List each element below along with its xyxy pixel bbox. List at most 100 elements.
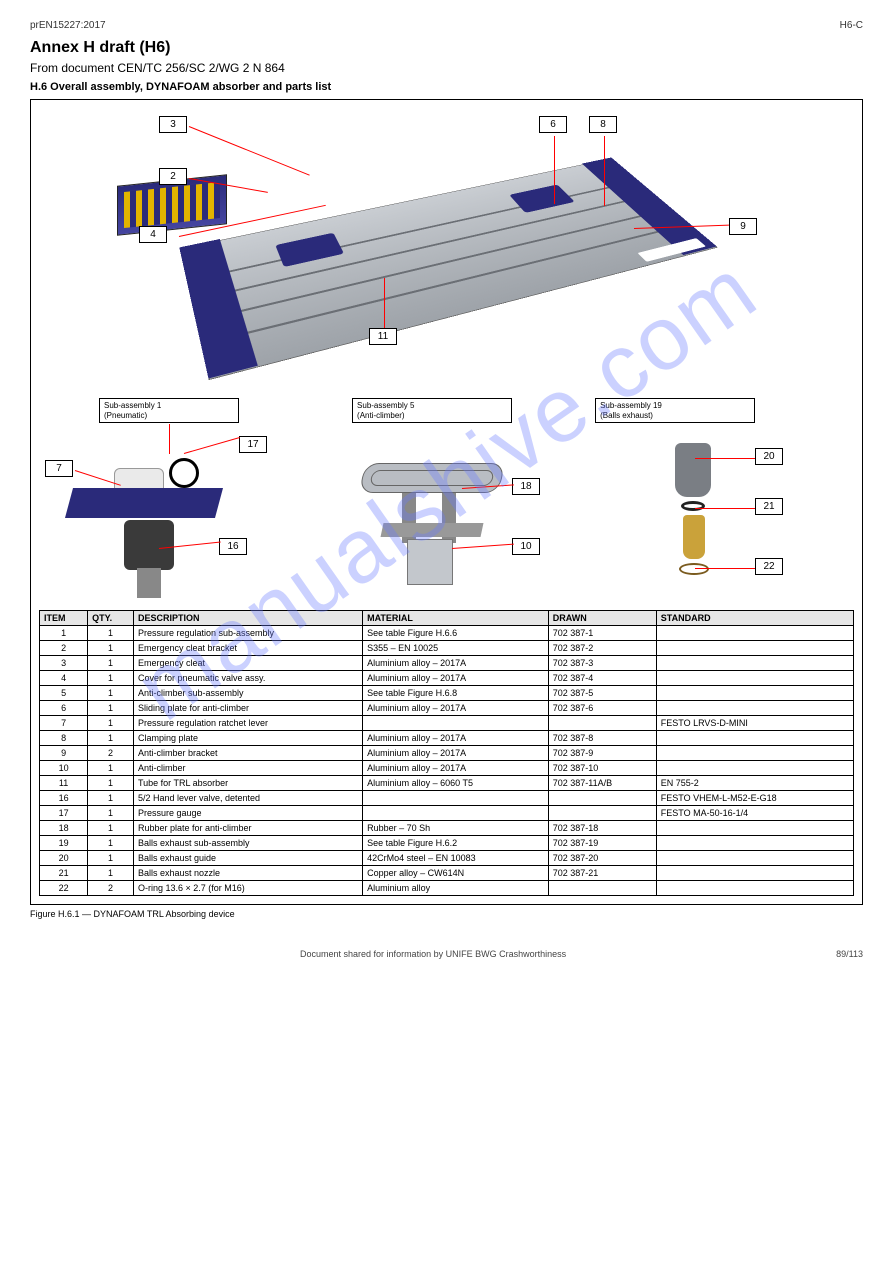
table-cell: 1 (88, 821, 134, 836)
table-cell: Pressure regulation ratchet lever (133, 716, 362, 731)
table-cell: 1 (88, 836, 134, 851)
doc-subtitle: From document CEN/TC 256/SC 2/WG 2 N 864 (30, 61, 863, 75)
table-cell: Balls exhaust sub-assembly (133, 836, 362, 851)
table-cell (656, 626, 853, 641)
table-cell: 20 (40, 851, 88, 866)
table-cell: 42CrMo4 steel – EN 10083 (363, 851, 549, 866)
table-cell: Aluminium alloy – 2017A (363, 746, 549, 761)
footer-page: 89/113 (836, 949, 863, 959)
leader (604, 136, 605, 206)
table-row: 101Anti-climberAluminium alloy – 2017A70… (40, 761, 854, 776)
table-cell: Balls exhaust nozzle (133, 866, 362, 881)
figure-bottom: Sub-assembly 1(Pneumatic) 7 17 16 Sub-as… (39, 398, 854, 608)
table-cell (656, 866, 853, 881)
table-cell: 1 (88, 866, 134, 881)
table-cell: 702 387-18 (548, 821, 656, 836)
table-row: 41Cover for pneumatic valve assy.Alumini… (40, 671, 854, 686)
table-cell: Balls exhaust guide (133, 851, 362, 866)
table-cell: Pressure gauge (133, 806, 362, 821)
leader (184, 437, 240, 454)
table-cell (656, 686, 853, 701)
table-cell: Anti-climber (133, 761, 362, 776)
table-cell (656, 761, 853, 776)
table-row: 222O-ring 13.6 × 2.7 (for M16)Aluminium … (40, 881, 854, 896)
page-header: prEN15227:2017 H6-C (30, 20, 863, 31)
table-row: 81Clamping plateAluminium alloy – 2017A7… (40, 731, 854, 746)
table-cell (548, 791, 656, 806)
table-header: STANDARD (656, 611, 853, 626)
table-cell: 16 (40, 791, 88, 806)
footer-text: Document shared for information by UNIFE… (300, 949, 566, 959)
header-left: prEN15227:2017 (30, 20, 106, 31)
table-row: 171Pressure gaugeFESTO MA-50-16-1/4 (40, 806, 854, 821)
table-row: 21Emergency cleat bracketS355 – EN 10025… (40, 641, 854, 656)
table-cell: 702 387-20 (548, 851, 656, 866)
table-cell: Tube for TRL absorber (133, 776, 362, 791)
leader (695, 508, 755, 509)
table-cell: 4 (40, 671, 88, 686)
table-cell: 1 (88, 731, 134, 746)
assembly-c-drawing (645, 443, 765, 593)
table-cell: 2 (88, 746, 134, 761)
table-cell: FESTO VHEM-L-M52-E-G18 (656, 791, 853, 806)
callout-16: 16 (219, 538, 247, 555)
table-cell: Anti-climber bracket (133, 746, 362, 761)
table-row: 31Emergency cleatAluminium alloy – 2017A… (40, 656, 854, 671)
assembly-a-drawing (69, 458, 219, 588)
table-cell: Aluminium alloy – 2017A (363, 731, 549, 746)
table-cell: 702 387-9 (548, 746, 656, 761)
table-cell: 1 (88, 761, 134, 776)
table-header: DRAWN (548, 611, 656, 626)
callout-3: 3 (159, 116, 187, 133)
table-cell: 1 (88, 641, 134, 656)
table-cell: Cover for pneumatic valve assy. (133, 671, 362, 686)
table-cell: 1 (88, 671, 134, 686)
table-header: DESCRIPTION (133, 611, 362, 626)
table-cell: Rubber plate for anti-climber (133, 821, 362, 836)
table-cell: Emergency cleat (133, 656, 362, 671)
table-header: QTY. (88, 611, 134, 626)
table-cell: 1 (40, 626, 88, 641)
table-cell: 1 (88, 626, 134, 641)
table-cell: Clamping plate (133, 731, 362, 746)
table-cell: Aluminium alloy – 6060 T5 (363, 776, 549, 791)
table-cell: Aluminium alloy – 2017A (363, 656, 549, 671)
table-cell: 702 387-21 (548, 866, 656, 881)
table-cell (656, 641, 853, 656)
table-row: 181Rubber plate for anti-climberRubber –… (40, 821, 854, 836)
table-cell: 702 387-2 (548, 641, 656, 656)
table-cell: 1 (88, 716, 134, 731)
table-cell: 702 387-1 (548, 626, 656, 641)
doc-title: Annex H draft (H6) (30, 39, 863, 57)
callout-17: 17 (239, 436, 267, 453)
table-cell: 702 387-19 (548, 836, 656, 851)
table-cell (363, 716, 549, 731)
table-cell: Copper alloy – CW614N (363, 866, 549, 881)
sub-assembly-5-title: Sub-assembly 5(Anti-climber) (352, 398, 512, 423)
table-cell (656, 671, 853, 686)
table-row: 201Balls exhaust guide42CrMo4 steel – EN… (40, 851, 854, 866)
callout-10: 10 (512, 538, 540, 555)
table-cell (656, 746, 853, 761)
table-row: 51Anti-climber sub-assemblySee table Fig… (40, 686, 854, 701)
table-cell: 1 (88, 686, 134, 701)
table-cell: Anti-climber sub-assembly (133, 686, 362, 701)
figure-frame: 3 2 4 6 8 9 11 Sub-assembly 1(Pneumatic)… (30, 99, 863, 905)
table-cell: 6 (40, 701, 88, 716)
callout-4: 4 (139, 226, 167, 243)
table-cell: S355 – EN 10025 (363, 641, 549, 656)
table-cell: See table Figure H.6.8 (363, 686, 549, 701)
sub-assembly-1: Sub-assembly 1(Pneumatic) 7 17 16 (39, 398, 308, 608)
table-cell: 1 (88, 656, 134, 671)
table-cell: 19 (40, 836, 88, 851)
table-cell: 11 (40, 776, 88, 791)
callout-6: 6 (539, 116, 567, 133)
table-cell: Aluminium alloy – 2017A (363, 761, 549, 776)
table-cell: 5/2 Hand lever valve, detented (133, 791, 362, 806)
table-cell (363, 791, 549, 806)
table-cell (548, 881, 656, 896)
table-cell: 8 (40, 731, 88, 746)
callout-9: 9 (729, 218, 757, 235)
sub-assembly-1-title: Sub-assembly 1(Pneumatic) (99, 398, 239, 423)
callout-18: 18 (512, 478, 540, 495)
